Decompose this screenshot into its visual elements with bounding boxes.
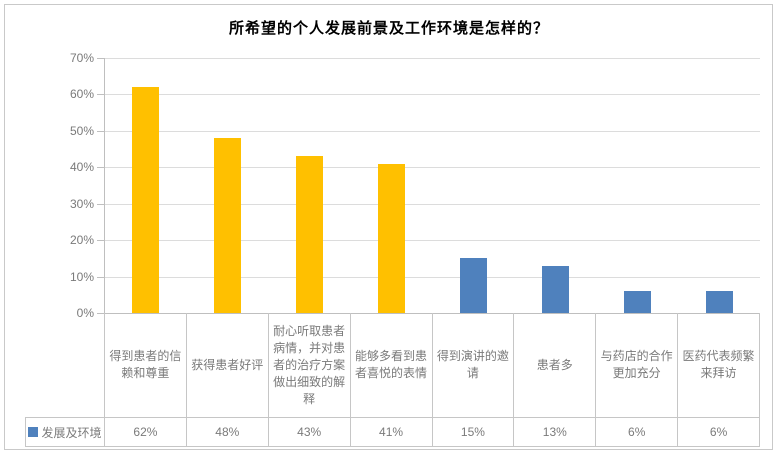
- y-axis-tick: [97, 167, 104, 169]
- series-color-swatch-icon: [28, 427, 39, 437]
- gridline: [105, 203, 760, 205]
- category-label-2: 获得患者好评: [187, 313, 269, 417]
- y-axis-tick-label: 40%: [69, 160, 94, 175]
- y-axis: [104, 58, 105, 313]
- bar-1: [132, 87, 159, 313]
- bar-6: [542, 266, 569, 313]
- category-label-3: 耐心听取患者病情，并对患者的治疗方案做出细致的解释: [269, 313, 351, 417]
- gridline: [105, 240, 760, 242]
- category-label-8: 医药代表频繁来拜访: [678, 313, 760, 417]
- y-axis-tick: [97, 276, 104, 278]
- y-axis-tick: [97, 94, 104, 96]
- category-label-row: 得到患者的信赖和尊重 获得患者好评 耐心听取患者病情，并对患者的治疗方案做出细致的解…: [104, 313, 760, 417]
- category-label-5: 得到演讲的邀请: [433, 313, 515, 417]
- value-cell-5: 15%: [433, 418, 515, 446]
- legend-cell: 发展及环境: [26, 418, 105, 446]
- bar-5: [460, 258, 487, 313]
- y-axis-tick-label: 70%: [69, 51, 94, 65]
- gridline: [105, 94, 760, 96]
- y-axis-tick: [97, 130, 104, 132]
- y-axis-tick-label: 30%: [69, 196, 94, 211]
- y-axis-tick-label: 60%: [69, 87, 94, 102]
- gridline: [105, 276, 760, 278]
- y-axis-tick-label: 20%: [69, 233, 94, 248]
- y-axis-tick: [97, 313, 104, 314]
- y-axis-tick-label: 50%: [69, 123, 94, 138]
- category-label-6: 患者多: [514, 313, 597, 417]
- value-cell-3: 43%: [269, 418, 351, 446]
- bar-4: [378, 164, 405, 313]
- y-axis-tick: [97, 240, 104, 242]
- data-table-row: 发展及环境 62% 48% 43% 41% 15% 13% 6% 6%: [25, 417, 760, 447]
- value-cell-7: 6%: [596, 418, 679, 446]
- bar-3: [296, 156, 323, 313]
- bar-2: [214, 138, 241, 313]
- value-cell-8: 6%: [678, 418, 760, 446]
- gridline: [105, 58, 760, 59]
- chart-title: 所希望的个人发展前景及工作环境是怎样的？: [228, 20, 549, 37]
- bar-8: [706, 291, 733, 313]
- y-axis-tick-label: 0%: [76, 306, 94, 320]
- category-label-1: 得到患者的信赖和尊重: [105, 313, 187, 417]
- gridline: [105, 167, 760, 169]
- category-label-7: 与药店的合作更加充分: [596, 313, 679, 417]
- legend-label: 发展及环境: [41, 425, 102, 440]
- value-cell-4: 41%: [351, 418, 433, 446]
- category-label-4: 能够多看到患者喜悦的表情: [351, 313, 433, 417]
- gridline: [105, 130, 760, 132]
- bar-7: [624, 291, 651, 313]
- y-axis-tick-label: 10%: [69, 269, 94, 284]
- value-cell-1: 62%: [105, 418, 187, 446]
- value-cell-2: 48%: [187, 418, 269, 446]
- y-axis-tick: [97, 58, 104, 59]
- y-axis-tick: [97, 203, 104, 205]
- value-cell-6: 13%: [514, 418, 597, 446]
